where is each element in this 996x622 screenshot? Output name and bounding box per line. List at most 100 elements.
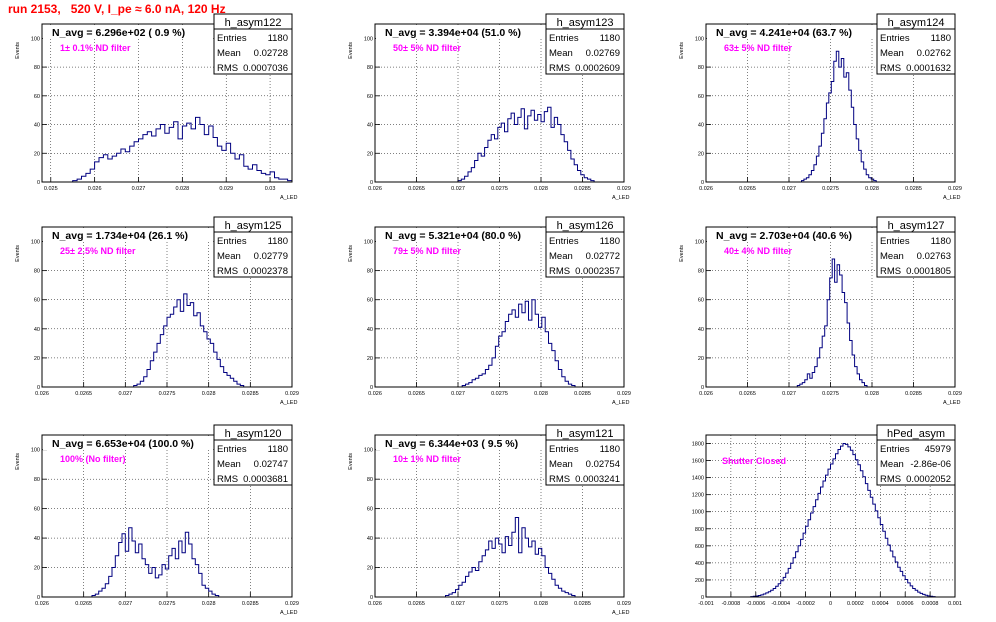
histogram-series [750, 443, 936, 598]
y-axis-title: Events [15, 453, 21, 470]
y-tick-label: 80 [34, 65, 40, 71]
stats-entries-value: 1180 [268, 236, 288, 247]
x-tick-label: 0.0275 [822, 186, 839, 192]
x-tick-label: 0.0265 [408, 186, 425, 192]
y-tick-label: 20 [367, 151, 373, 157]
x-axis-title: A_LED [280, 195, 297, 201]
y-tick-label: 1400 [692, 476, 704, 482]
navg-background [707, 228, 876, 242]
stats-mean-value: -2.86e-06 [910, 459, 951, 470]
y-tick-label: 0 [370, 595, 373, 601]
x-tick-label: 0.027 [782, 391, 796, 397]
navg-box: N_avg = 5.321e+04 (80.0 %) [376, 228, 545, 242]
x-tick-label: 0.028 [865, 391, 879, 397]
y-tick-label: 100 [364, 240, 373, 246]
stats-box-frame [213, 216, 293, 278]
y-tick-label: 1800 [692, 442, 704, 448]
stats-rms-label: RMS [217, 63, 238, 74]
stats-mean-value: 0.02769 [586, 48, 620, 59]
x-tick-label: 0.029 [617, 186, 631, 192]
x-tick-label: 0.028 [865, 186, 879, 192]
filter-annotation: 63± 5% ND filter [724, 43, 792, 53]
histogram-series [801, 50, 877, 182]
stats-entries-value: 1180 [600, 33, 620, 44]
histogram-series [796, 258, 868, 387]
stats-title: h_asym127 [888, 220, 945, 232]
y-tick-label: 80 [367, 269, 373, 275]
x-tick-label: 0.028 [175, 186, 189, 192]
x-tick-label: 0.026 [699, 391, 713, 397]
x-tick-label: -0.0006 [746, 601, 765, 607]
y-tick-label: 60 [34, 94, 40, 100]
stats-title: h_asym121 [557, 428, 614, 440]
x-tick-label: 0.0265 [75, 391, 92, 397]
stats-box: h_asym127 Entries 1180 Mean 0.02763 RMS 0.0001… [876, 216, 956, 278]
y-tick-label: 40 [367, 536, 373, 542]
y-axis-title: Events [348, 245, 354, 262]
x-tick-label: 0.029 [617, 391, 631, 397]
navg-label: N_avg = 5.321e+04 (80.0 %) [385, 230, 521, 242]
y-tick-label: 1600 [692, 459, 704, 465]
y-tick-label: 0 [370, 385, 373, 391]
stats-entries-label: Entries [549, 444, 579, 455]
x-tick-label: 0.0275 [491, 601, 508, 607]
y-tick-label: 40 [34, 327, 40, 333]
x-tick-label: 0.0285 [905, 391, 922, 397]
x-tick-label: 0.028 [202, 601, 216, 607]
x-tick-label: 0.026 [88, 186, 102, 192]
navg-box: N_avg = 6.344e+03 ( 9.5 %) [376, 436, 545, 450]
x-tick-label: 0.0285 [574, 601, 591, 607]
filter-annotation: 10± 1% ND filter [393, 454, 461, 464]
stats-title: h_asym125 [225, 220, 282, 232]
y-tick-label: 0 [701, 385, 704, 391]
x-tick-label: 0.027 [132, 186, 146, 192]
y-tick-label: 1000 [692, 510, 704, 516]
y-tick-label: 20 [367, 566, 373, 572]
navg-label: N_avg = 3.394e+04 (51.0 %) [385, 27, 521, 39]
stats-rms-value: 0.0001632 [906, 63, 951, 74]
stats-rms-label: RMS [549, 266, 570, 277]
stats-box-frame [876, 13, 956, 75]
stats-box: h_asym125 Entries 1180 Mean 0.02779 RMS 0.0002… [213, 216, 293, 278]
histogram-series [457, 106, 595, 182]
stats-entries-label: Entries [549, 33, 579, 44]
x-tick-label: 0.028 [202, 391, 216, 397]
stats-rms-value: 0.0001805 [906, 266, 951, 277]
y-tick-label: 20 [367, 356, 373, 362]
stats-entries-label: Entries [880, 444, 910, 455]
histogram-pad: 0.026 0.0265 0.027 0.0275 0.028 0.0285 0.029 20… [348, 13, 631, 201]
y-tick-label: 60 [34, 298, 40, 304]
stats-entries-value: 1180 [931, 236, 951, 247]
stats-mean-label: Mean [217, 48, 241, 59]
x-tick-label: -0.001 [698, 601, 714, 607]
y-tick-label: 20 [34, 356, 40, 362]
x-tick-label: 0.0008 [922, 601, 939, 607]
x-axis-title: A_LED [612, 400, 629, 406]
histogram-pad: 0.026 0.0265 0.027 0.0275 0.028 0.0285 0.029 20… [679, 216, 962, 406]
x-tick-label: 0.0275 [159, 601, 176, 607]
x-tick-label: 0.0275 [491, 186, 508, 192]
y-tick-label: 0 [370, 180, 373, 186]
y-tick-label: 40 [367, 327, 373, 333]
histogram-series [133, 293, 245, 387]
stats-rms-label: RMS [549, 63, 570, 74]
y-tick-label: 100 [364, 448, 373, 454]
x-tick-label: 0.029 [948, 391, 962, 397]
y-tick-label: 200 [695, 578, 704, 584]
x-tick-label: 0.026 [368, 391, 382, 397]
y-tick-label: 0 [37, 595, 40, 601]
navg-background [43, 436, 213, 450]
stats-mean-value: 0.02762 [917, 48, 951, 59]
x-tick-label: 0.0285 [242, 601, 259, 607]
stats-box: h_asym121 Entries 1180 Mean 0.02754 RMS 0.0003… [545, 424, 625, 486]
stats-rms-value: 0.0002357 [575, 266, 620, 277]
x-axis-title: A_LED [612, 610, 629, 616]
histogram-series [91, 527, 220, 597]
x-tick-label: 0.0285 [574, 391, 591, 397]
y-tick-label: 0 [37, 180, 40, 186]
stats-mean-label: Mean [549, 459, 573, 470]
stats-box-frame [545, 13, 625, 75]
navg-box: N_avg = 6.296e+02 ( 0.9 %) [43, 25, 213, 39]
stats-mean-label: Mean [549, 251, 573, 262]
x-tick-label: 0.027 [118, 391, 132, 397]
